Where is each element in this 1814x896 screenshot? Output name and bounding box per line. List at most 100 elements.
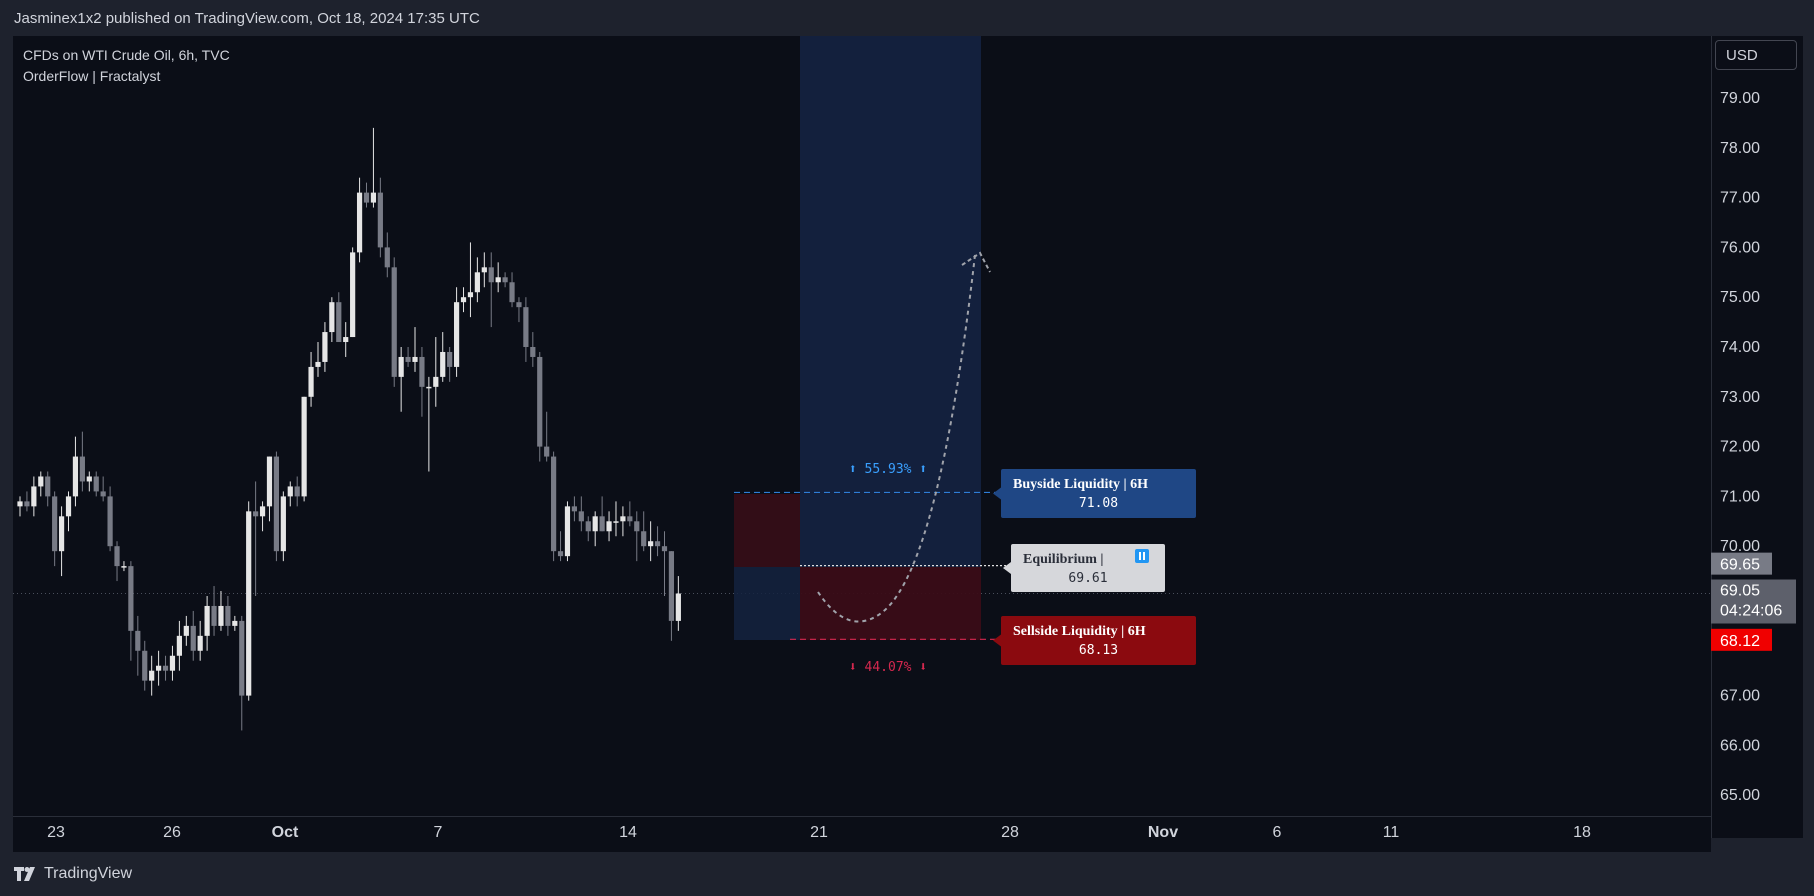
candle-body — [128, 566, 134, 631]
candle-body — [363, 192, 370, 203]
candle-body — [38, 476, 44, 487]
currency-button[interactable]: USD — [1715, 40, 1797, 70]
candle-body — [287, 486, 293, 497]
equilibrium-label-pointer — [1003, 562, 1011, 574]
candle-body — [149, 670, 155, 681]
price-tick-label: 71.00 — [1720, 488, 1760, 505]
candle-body — [675, 593, 681, 621]
buyside-label: Buyside Liquidity | 6H 71.08 — [993, 469, 1196, 518]
candle-body — [412, 356, 418, 362]
candle-body — [211, 605, 217, 626]
attribution-text: Jasminex1x2 published on TradingView.com… — [14, 10, 480, 27]
price-tick-label: 66.00 — [1720, 737, 1760, 754]
candle-body — [329, 302, 335, 333]
candle-body — [447, 351, 453, 367]
candle-body — [661, 546, 668, 552]
candle-body — [599, 516, 605, 532]
candle-body — [156, 665, 162, 671]
candle-body — [523, 307, 529, 347]
candle-body — [322, 332, 328, 362]
equilibrium-label-box — [1011, 544, 1165, 592]
equilibrium-icon-bar — [1139, 552, 1141, 560]
bottom-bar — [0, 852, 1814, 896]
candle-body — [557, 551, 564, 557]
candle-body — [343, 337, 349, 343]
candle-body — [426, 386, 432, 389]
candle-body — [169, 655, 176, 671]
candle-body — [183, 625, 189, 636]
indicator-title[interactable]: OrderFlow | Fractalyst — [23, 68, 161, 84]
candle-body — [218, 605, 224, 626]
price-tick-label: 77.00 — [1720, 190, 1760, 207]
candle-body — [509, 282, 515, 303]
candle-body — [176, 635, 182, 656]
candle-body — [530, 347, 536, 357]
candle-body — [564, 506, 571, 557]
candle-body — [571, 506, 577, 512]
candle-body — [620, 516, 626, 522]
price-tick-label: 73.00 — [1720, 389, 1760, 406]
sellside-label-value: 68.13 — [1079, 643, 1118, 658]
candle-body — [239, 620, 245, 696]
candle-body — [266, 456, 273, 507]
time-tick-label: 14 — [619, 824, 637, 841]
candle-body — [502, 277, 508, 283]
price-tick-label: 76.00 — [1720, 239, 1760, 256]
discount-zone-left — [734, 567, 800, 640]
candle-body — [537, 356, 543, 447]
candle-body — [488, 267, 494, 283]
candle-body — [232, 620, 238, 626]
candle-body — [197, 635, 203, 651]
tradingview-icon — [14, 867, 35, 881]
candle-body — [551, 456, 557, 552]
premium-zone-left — [734, 494, 800, 567]
time-axis[interactable] — [13, 816, 1711, 853]
candle-body — [135, 630, 141, 651]
equilibrium-icon — [1135, 549, 1149, 563]
symbol-title[interactable]: CFDs on WTI Crude Oil, 6h, TVC — [23, 47, 230, 63]
price-tick-label: 78.00 — [1720, 140, 1760, 157]
tradingview-logo[interactable]: TradingView — [14, 865, 132, 883]
candle-body — [142, 650, 148, 681]
candle-body — [273, 456, 280, 552]
price-tick-label: 72.00 — [1720, 439, 1760, 456]
equilibrium-label-value: 69.61 — [1068, 571, 1107, 586]
price-tick-label: 67.00 — [1720, 688, 1760, 705]
chart-legend: CFDs on WTI Crude Oil, 6h, TVC OrderFlow… — [23, 45, 230, 87]
candle-body — [495, 277, 501, 283]
sellside-price-tag: 68.12 — [1720, 633, 1760, 650]
candle-body — [474, 272, 480, 293]
candle-body — [225, 605, 231, 626]
candle-body — [405, 356, 411, 362]
time-tick-label: 18 — [1573, 824, 1591, 841]
countdown-tag: 04:24:06 — [1720, 603, 1782, 620]
candle-body — [384, 247, 390, 268]
candle-body — [162, 665, 169, 671]
buyside-label-title: Buyside Liquidity | 6H — [1013, 477, 1148, 492]
sellside-label: Sellside Liquidity | 6H 68.13 — [993, 616, 1196, 665]
buyside-label-box — [1001, 469, 1196, 518]
candle-body — [467, 292, 474, 298]
candle-body — [308, 366, 314, 397]
candle-body — [121, 566, 127, 568]
candle-body — [578, 511, 584, 522]
sellside-label-box — [1001, 616, 1196, 665]
candles-group — [17, 127, 681, 731]
price-axis[interactable] — [1711, 36, 1803, 838]
candle-body — [107, 496, 113, 547]
time-tick-label: Nov — [1148, 824, 1178, 841]
tradingview-brand: TradingView — [44, 865, 133, 882]
candle-body — [648, 541, 654, 547]
time-tick-label: 28 — [1001, 824, 1019, 841]
candle-body — [52, 496, 58, 552]
candle-body — [86, 476, 92, 482]
candle-body — [370, 192, 377, 203]
candle-body — [79, 456, 85, 482]
time-tick-label: 11 — [1383, 824, 1400, 841]
candle-body — [259, 506, 266, 517]
last-price-tag: 69.05 — [1720, 583, 1760, 600]
candle-body — [31, 486, 37, 507]
candle-body — [72, 456, 79, 497]
candle-body — [315, 361, 321, 367]
